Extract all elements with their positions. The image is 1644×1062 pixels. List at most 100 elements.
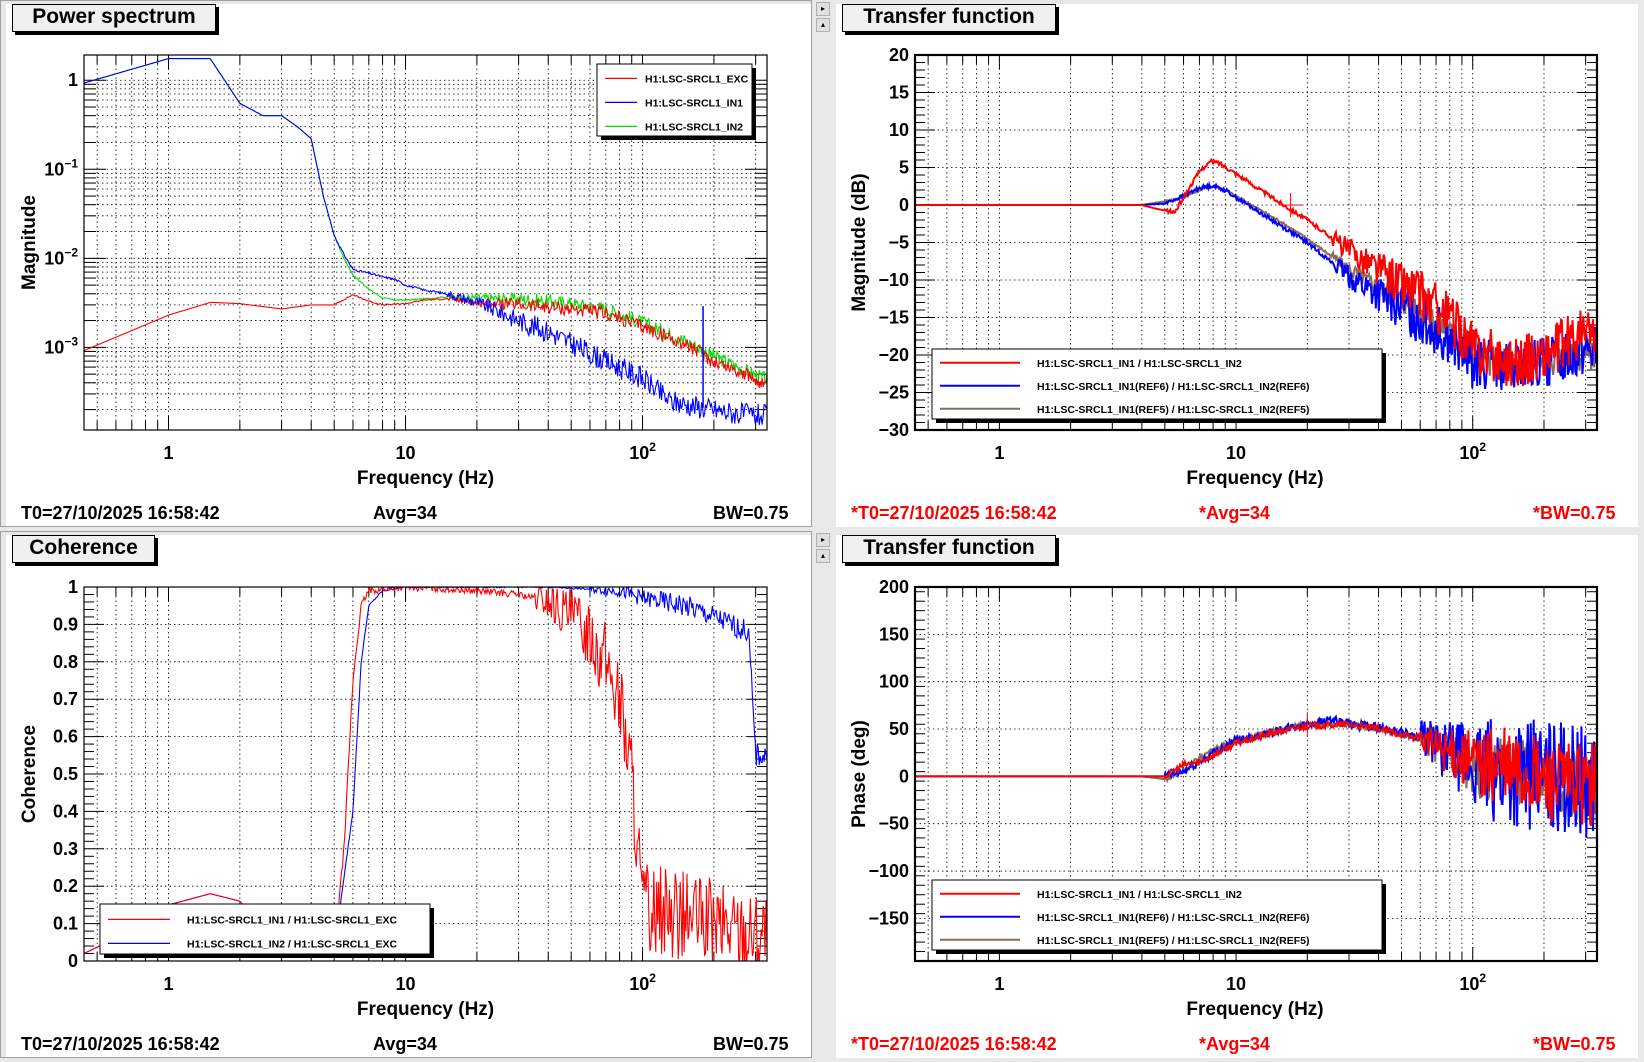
legend-label: H1:LSC-SRCL1_IN1(REF5) / H1:LSC-SRCL1_IN… <box>1037 935 1309 947</box>
x-tick-label: 102 <box>1459 440 1486 463</box>
expand-pad-button[interactable]: ▸ <box>816 2 830 16</box>
plot-frame <box>913 53 1599 432</box>
series-group <box>915 157 1597 391</box>
y-axis-label: Magnitude (dB) <box>849 173 870 311</box>
y-tick-label: −150 <box>868 908 909 928</box>
y-tick-label: 100 <box>879 672 909 692</box>
x-tick-label-exponent: 2 <box>649 440 656 454</box>
x-tick-label: 102 <box>1459 971 1486 994</box>
pad-title-power-spectrum: Power spectrum <box>12 4 216 32</box>
legend-box <box>99 903 431 955</box>
footer-bw: *BW=0.75 <box>1533 1034 1616 1054</box>
x-axis-label: Frequency (Hz) <box>357 999 494 1020</box>
x-axis-label: Frequency (Hz) <box>1186 468 1323 489</box>
y-axis-label: Coherence <box>19 725 40 823</box>
pad-border-left-top <box>0 0 812 527</box>
y-tick-label: −100 <box>868 861 909 881</box>
y-tick-label: −50 <box>878 814 909 834</box>
footer-avg: *Avg=34 <box>1199 503 1270 523</box>
y-tick-label: 0 <box>899 195 909 215</box>
y-tick-label: −20 <box>878 345 909 365</box>
chart-coherence[interactable]: 1 10 102 1 0.9 0.8 0.7 0.6 0.5 0.4 0.3 0.2 0.1 0 Frequ… <box>0 531 812 1058</box>
y-tick-label: −25 <box>878 383 909 403</box>
legend-label: H1:LSC-SRCL1_IN1 <box>645 97 743 109</box>
legend: H1:LSC-SRCL1_IN1 / H1:LSC-SRCL1_EXC H1:LS… <box>99 903 434 958</box>
expand-pad-button-2[interactable]: ▸ <box>816 533 830 547</box>
chart-power-spectrum[interactable]: 1 10 102 1 10−1 10−2 10−3 Frequency (Hz) Magnitu… <box>0 0 812 527</box>
series-group <box>915 714 1597 838</box>
y-tick-label: 15 <box>889 83 909 103</box>
x-axis-label: Frequency (Hz) <box>1186 999 1323 1020</box>
y-tick-label: 200 <box>879 577 909 597</box>
footer-bw: *BW=0.75 <box>1533 503 1616 523</box>
footer-t0: *T0=27/10/2025 16:58:42 <box>851 1034 1057 1054</box>
legend-box <box>931 879 1383 951</box>
plot-frame <box>83 54 768 431</box>
y-tick-label: 0.4 <box>53 801 78 821</box>
pad-title-coherence: Coherence <box>12 535 155 563</box>
y-tick-label: 10−1 <box>44 156 78 179</box>
y-tick-label: 0.1 <box>53 914 78 934</box>
x-tick-label: 10 <box>1226 974 1246 994</box>
footer-bw: BW=0.75 <box>713 503 789 523</box>
up-arrow-icon: ▴ <box>820 551 825 560</box>
y-tick-label: 0.7 <box>53 689 78 709</box>
y-tick-label: −10 <box>878 270 909 290</box>
y-tick-label-exponent: −1 <box>64 156 78 170</box>
y-tick-label-exponent: −2 <box>64 245 78 259</box>
x-axis-label: Frequency (Hz) <box>357 468 494 489</box>
legend: H1:LSC-SRCL1_IN1 / H1:LSC-SRCL1_IN2 H1:LS… <box>931 879 1386 954</box>
y-tick-label-exponent: −3 <box>64 334 78 348</box>
footer-avg: Avg=34 <box>373 503 437 523</box>
y-tick-label: 150 <box>879 624 909 644</box>
series-line-h1-lsc-srcl1-in1 <box>84 58 767 426</box>
x-tick-label: 10 <box>1226 443 1246 463</box>
x-grid <box>96 55 757 430</box>
chart-transfer-phase[interactable]: 1 10 102 200 150 100 50 0 −50 −100 −150 Frequency (… <box>812 531 1644 1058</box>
x-tick-label-exponent: 2 <box>649 971 656 985</box>
x-tick-label-exponent: 2 <box>1479 971 1486 985</box>
chart-transfer-magnitude[interactable]: 1 10 102 20 15 10 5 0 −5 −10 −15 −20 −25 −30 Frequency… <box>812 0 1644 527</box>
y-tick-label: 10 <box>889 120 909 140</box>
legend-box <box>931 348 1383 420</box>
legend-label: H1:LSC-SRCL1_IN1(REF5) / H1:LSC-SRCL1_IN… <box>1037 404 1309 416</box>
legend-label: H1:LSC-SRCL1_IN1 / H1:LSC-SRCL1_IN2 <box>1037 889 1242 901</box>
collapse-pad-button[interactable]: ▴ <box>816 18 830 32</box>
footer-bw: BW=0.75 <box>713 1034 789 1054</box>
y-tick-label: 50 <box>889 719 909 739</box>
y-axis-label: Magnitude <box>19 195 40 290</box>
pad-title-transfer-magnitude: Transfer function <box>842 4 1056 32</box>
x-tick-label: 1 <box>164 443 174 463</box>
y-axis-label: Phase (deg) <box>849 720 870 828</box>
y-tick-label: 1 <box>68 577 78 597</box>
legend-label: H1:LSC-SRCL1_IN1 / H1:LSC-SRCL1_EXC <box>187 914 397 926</box>
x-tick-label-exponent: 2 <box>1479 440 1486 454</box>
y-tick-label: 0 <box>68 951 78 971</box>
footer-avg: *Avg=34 <box>1199 1034 1270 1054</box>
collapse-pad-button-2[interactable]: ▴ <box>816 549 830 563</box>
series-line-h1-lsc-srcl1-exc <box>84 294 767 389</box>
legend-label: H1:LSC-SRCL1_IN1(REF6) / H1:LSC-SRCL1_IN… <box>1037 912 1309 924</box>
footer-t0: T0=27/10/2025 16:58:42 <box>21 503 220 523</box>
legend-label: H1:LSC-SRCL1_IN1 / H1:LSC-SRCL1_IN2 <box>1037 358 1242 370</box>
y-grid <box>84 79 767 411</box>
x-tick-label: 1 <box>994 974 1004 994</box>
y-tick-label: 20 <box>889 45 909 65</box>
y-tick-label: 0.3 <box>53 839 78 859</box>
y-tick-label: −15 <box>878 308 909 328</box>
play-arrow-icon: ▸ <box>820 4 825 13</box>
x-tick-label: 102 <box>629 440 656 463</box>
y-tick-label: −30 <box>878 420 909 440</box>
y-tick-label: 0.9 <box>53 614 78 634</box>
series-group <box>84 58 767 426</box>
legend-box <box>596 63 753 137</box>
legend-label: H1:LSC-SRCL1_IN2 <box>645 121 743 133</box>
y-tick-label: 1 <box>68 70 78 90</box>
plot-frame <box>913 585 1599 963</box>
y-tick-label: 5 <box>899 158 909 178</box>
x-tick-label: 10 <box>396 974 416 994</box>
x-tick-label: 10 <box>396 443 416 463</box>
series-line-in1-in2 <box>915 157 1597 387</box>
plot-frame <box>83 586 768 962</box>
y-tick-label: 10−3 <box>44 334 78 357</box>
